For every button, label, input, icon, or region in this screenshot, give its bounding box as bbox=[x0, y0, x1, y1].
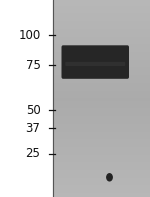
FancyBboxPatch shape bbox=[53, 0, 150, 197]
Text: 50: 50 bbox=[26, 104, 40, 117]
Text: 100: 100 bbox=[18, 29, 40, 42]
Text: 75: 75 bbox=[26, 59, 40, 72]
Text: 25: 25 bbox=[26, 147, 40, 160]
Text: 37: 37 bbox=[26, 122, 40, 135]
FancyBboxPatch shape bbox=[65, 62, 125, 66]
Circle shape bbox=[107, 174, 112, 181]
FancyBboxPatch shape bbox=[61, 45, 129, 79]
